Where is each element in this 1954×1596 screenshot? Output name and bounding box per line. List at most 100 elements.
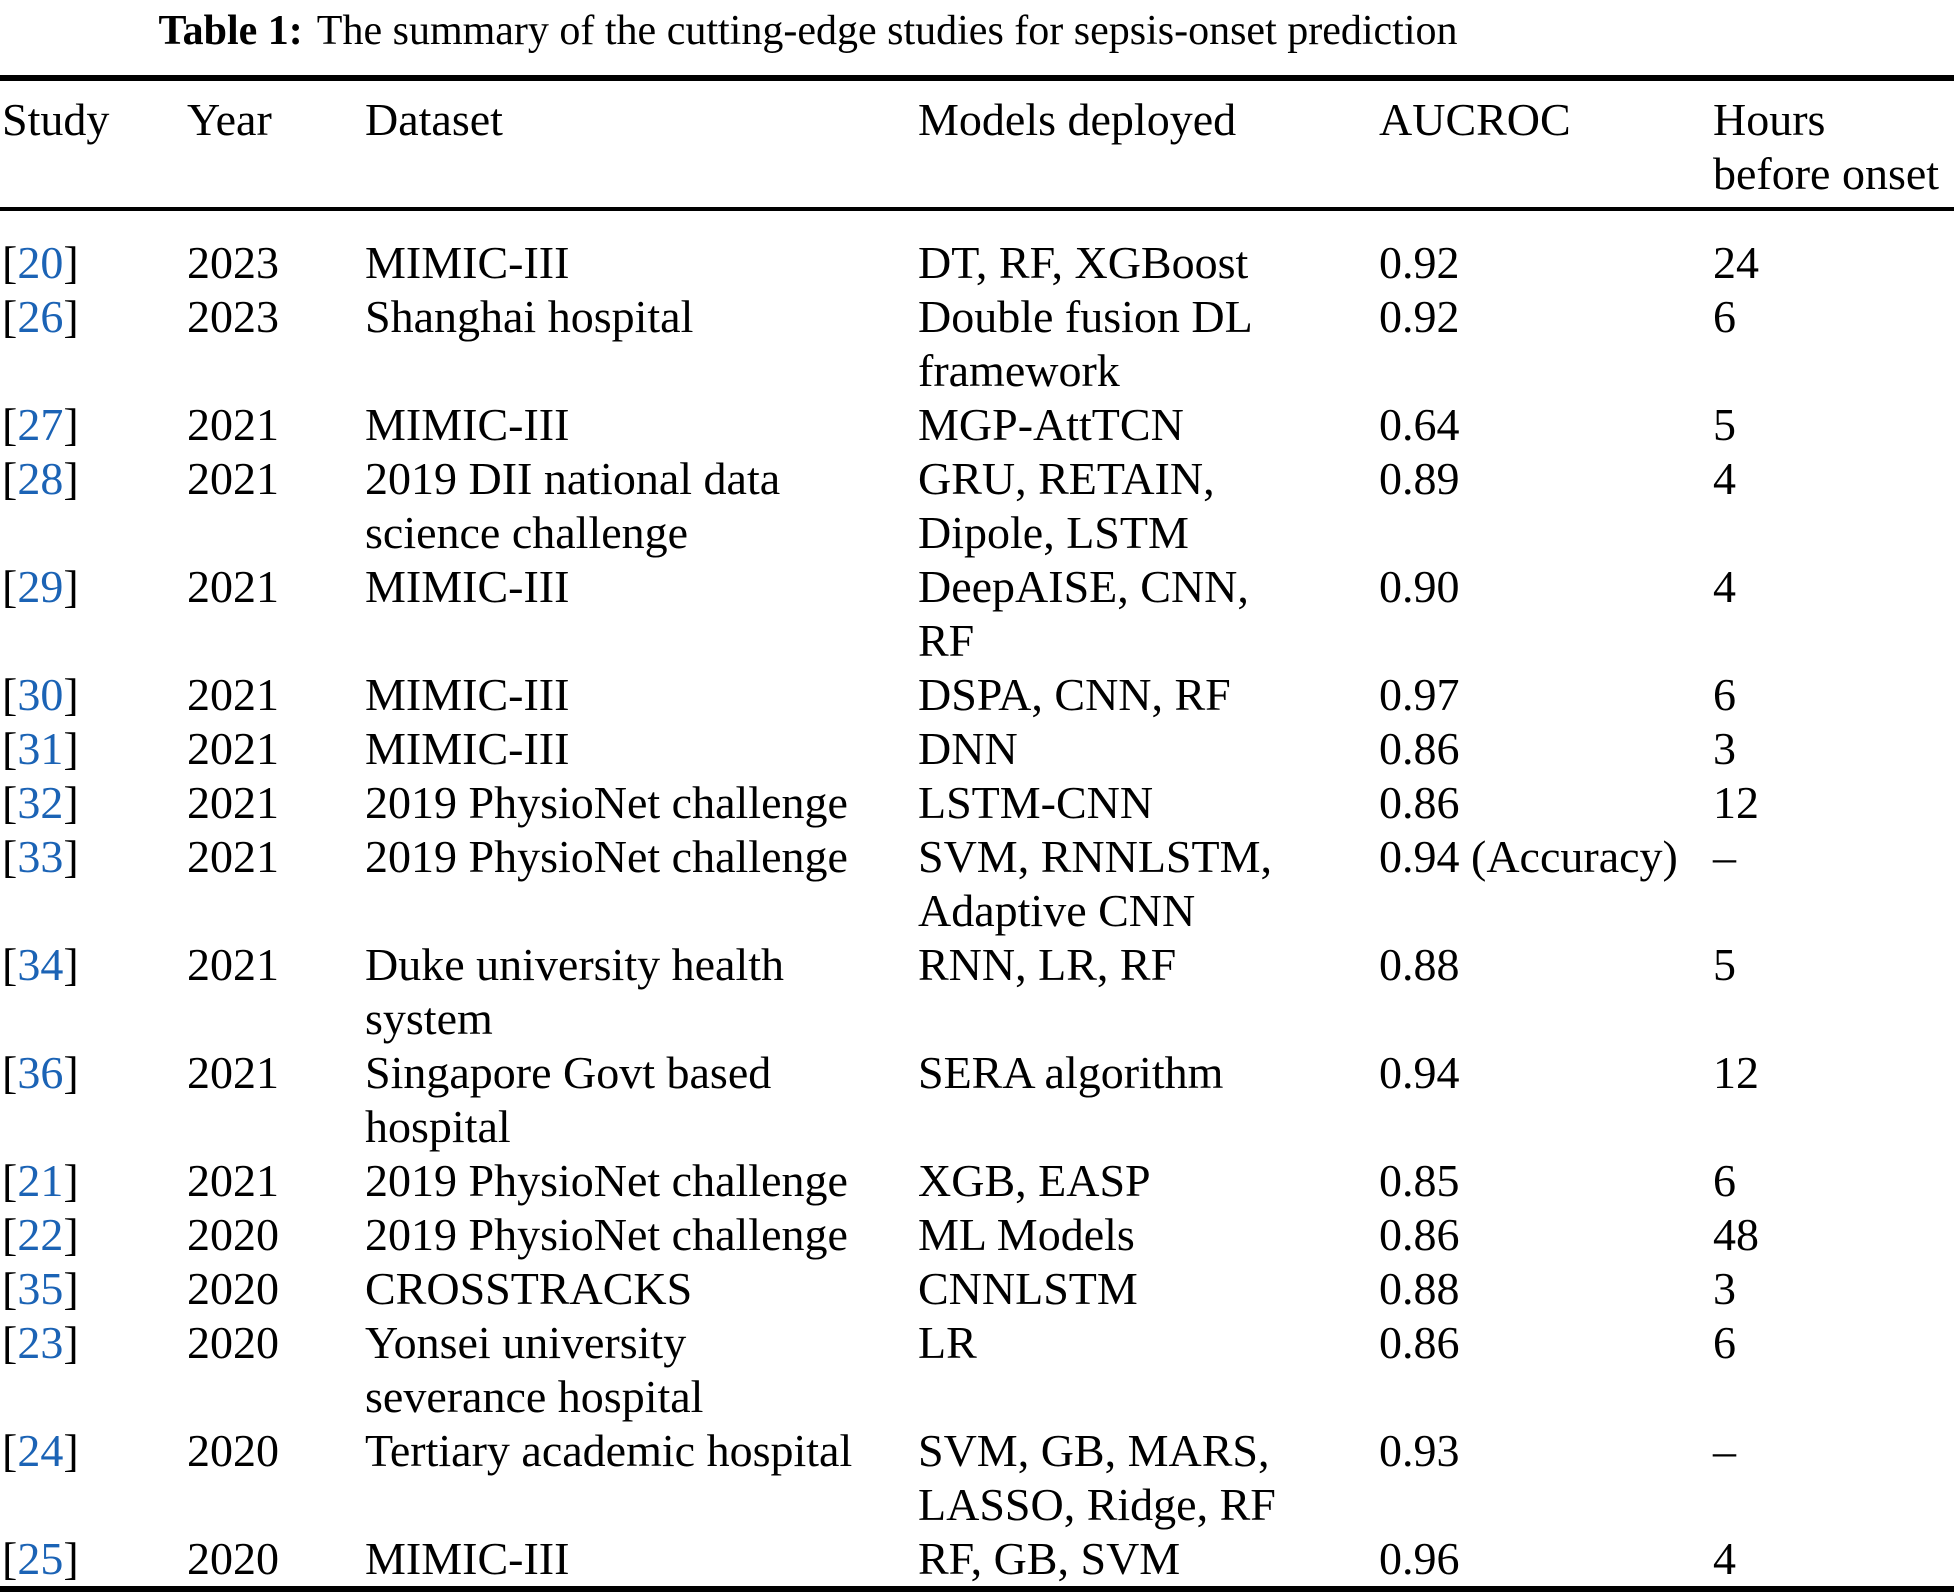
citation-link[interactable]: 22 (17, 1209, 64, 1260)
study-cell: [25] (0, 1532, 185, 1589)
year-cell: 2021 (187, 561, 279, 612)
aucroc-cell: 0.94 (1379, 1047, 1460, 1098)
year-cell: 2021 (187, 1155, 279, 1206)
citation-bracket-close: ] (63, 1425, 79, 1476)
aucroc-cell: 0.93 (1379, 1425, 1460, 1476)
citation-link[interactable]: 27 (17, 399, 64, 450)
study-cell: [36] (0, 1046, 185, 1154)
hours-cell: 12 (1713, 1047, 1759, 1098)
table-row: [21] 2021 2019 PhysioNet challenge XGB, EAS… (0, 1154, 1954, 1208)
citation-link[interactable]: 26 (17, 291, 64, 342)
study-cell: [23] (0, 1316, 185, 1424)
aucroc-cell: 0.96 (1379, 1533, 1460, 1584)
citation-link[interactable]: 25 (17, 1533, 64, 1584)
models-cell: GRU, RETAIN, Dipole, LSTM (918, 453, 1215, 558)
citation-bracket-close: ] (63, 453, 79, 504)
col-header-aucroc: AUCROC (1377, 78, 1711, 211)
citation-link[interactable]: 33 (17, 831, 64, 882)
hours-cell: 48 (1713, 1209, 1759, 1260)
models-cell: DNN (918, 723, 1018, 774)
hours-cell: 3 (1713, 723, 1736, 774)
citation-bracket-close: ] (63, 399, 79, 450)
dataset-cell: 2019 PhysioNet challenge (365, 777, 848, 828)
citation-link[interactable]: 21 (17, 1155, 64, 1206)
table-body: [20] 2023 MIMIC-III DT, RF, XGBoost 0.92 24 [2… (0, 209, 1954, 1589)
aucroc-cell: 0.92 (1379, 237, 1460, 288)
table-row: [26] 2023 Shanghai hospital Double fusion D… (0, 290, 1954, 398)
hours-cell: 3 (1713, 1263, 1736, 1314)
col-header-models: Models deployed (916, 78, 1377, 211)
citation-link[interactable]: 32 (17, 777, 64, 828)
study-cell: [34] (0, 938, 185, 1046)
dataset-cell: MIMIC-III (365, 723, 570, 774)
citation-bracket-open: [ (2, 939, 18, 990)
studies-summary-table: Study Year Dataset Models deployed AUCROC Hou… (0, 75, 1954, 1592)
citation-link[interactable]: 29 (17, 561, 64, 612)
aucroc-cell: 0.86 (1379, 723, 1460, 774)
citation-bracket-open: [ (2, 1263, 18, 1314)
models-cell: Double fusion DL framework (918, 291, 1253, 396)
citation-link[interactable]: 36 (17, 1047, 64, 1098)
citation-link[interactable]: 34 (17, 939, 64, 990)
citation-bracket-open: [ (2, 723, 18, 774)
aucroc-cell: 0.97 (1379, 669, 1460, 720)
citation-bracket-open: [ (2, 1317, 18, 1368)
dataset-cell: 2019 PhysioNet challenge (365, 1155, 848, 1206)
models-cell: MGP-AttTCN (918, 399, 1184, 450)
table-row: [29] 2021 MIMIC-III DeepAISE, CNN, RF 0.90 4 (0, 560, 1954, 668)
citation-link[interactable]: 23 (17, 1317, 64, 1368)
dataset-cell: 2019 DII national data science challenge (365, 453, 781, 558)
dataset-cell: Shanghai hospital (365, 291, 694, 342)
citation-bracket-close: ] (63, 1209, 79, 1260)
citation-bracket-open: [ (2, 1533, 18, 1584)
year-cell: 2023 (187, 237, 279, 288)
table-row: [31] 2021 MIMIC-III DNN 0.86 3 (0, 722, 1954, 776)
citation-bracket-close: ] (63, 237, 79, 288)
citation-link[interactable]: 35 (17, 1263, 64, 1314)
citation-bracket-close: ] (63, 777, 79, 828)
hours-cell: 5 (1713, 399, 1736, 450)
citation-link[interactable]: 31 (17, 723, 64, 774)
table-row: [34] 2021 Duke university health system RNN… (0, 938, 1954, 1046)
study-cell: [22] (0, 1208, 185, 1262)
table-caption-label: Table 1: (158, 8, 303, 54)
year-cell: 2020 (187, 1209, 279, 1260)
citation-bracket-close: ] (63, 1533, 79, 1584)
aucroc-cell: 0.89 (1379, 453, 1460, 504)
citation-link[interactable]: 24 (17, 1425, 64, 1476)
citation-link[interactable]: 30 (17, 669, 64, 720)
models-cell: DSPA, CNN, RF (918, 669, 1231, 720)
models-cell: SVM, GB, MARS, LASSO, Ridge, RF (918, 1425, 1276, 1530)
citation-bracket-close: ] (63, 1155, 79, 1206)
hours-cell: 6 (1713, 1317, 1736, 1368)
col-header-dataset: Dataset (363, 78, 916, 211)
study-cell: [31] (0, 722, 185, 776)
hours-cell: 12 (1713, 777, 1759, 828)
table-row: [24] 2020 Tertiary academic hospital SVM, G… (0, 1424, 1954, 1532)
citation-bracket-close: ] (63, 669, 79, 720)
study-cell: [28] (0, 452, 185, 560)
citation-bracket-open: [ (2, 777, 18, 828)
dataset-cell: CROSSTRACKS (365, 1263, 693, 1314)
hours-cell: 5 (1713, 939, 1736, 990)
aucroc-cell: 0.86 (1379, 1209, 1460, 1260)
citation-bracket-open: [ (2, 831, 18, 882)
aucroc-cell: 0.94 (Accuracy) (1379, 831, 1678, 882)
citation-bracket-close: ] (63, 723, 79, 774)
citation-link[interactable]: 28 (17, 453, 64, 504)
study-cell: [24] (0, 1424, 185, 1532)
year-cell: 2021 (187, 399, 279, 450)
table-row: [30] 2021 MIMIC-III DSPA, CNN, RF 0.97 6 (0, 668, 1954, 722)
aucroc-cell: 0.88 (1379, 1263, 1460, 1314)
table-row: [22] 2020 2019 PhysioNet challenge ML Model… (0, 1208, 1954, 1262)
table-row: [28] 2021 2019 DII national data science c… (0, 452, 1954, 560)
citation-link[interactable]: 20 (17, 237, 64, 288)
table-row: [20] 2023 MIMIC-III DT, RF, XGBoost 0.92 24 (0, 209, 1954, 290)
study-cell: [33] (0, 830, 185, 938)
table-caption-text: The summary of the cutting-edge studies … (316, 8, 1458, 54)
table-header: Study Year Dataset Models deployed AUCROC Hou… (0, 78, 1954, 211)
hours-cell: – (1713, 831, 1736, 882)
citation-bracket-open: [ (2, 669, 18, 720)
citation-bracket-open: [ (2, 561, 18, 612)
year-cell: 2023 (187, 291, 279, 342)
